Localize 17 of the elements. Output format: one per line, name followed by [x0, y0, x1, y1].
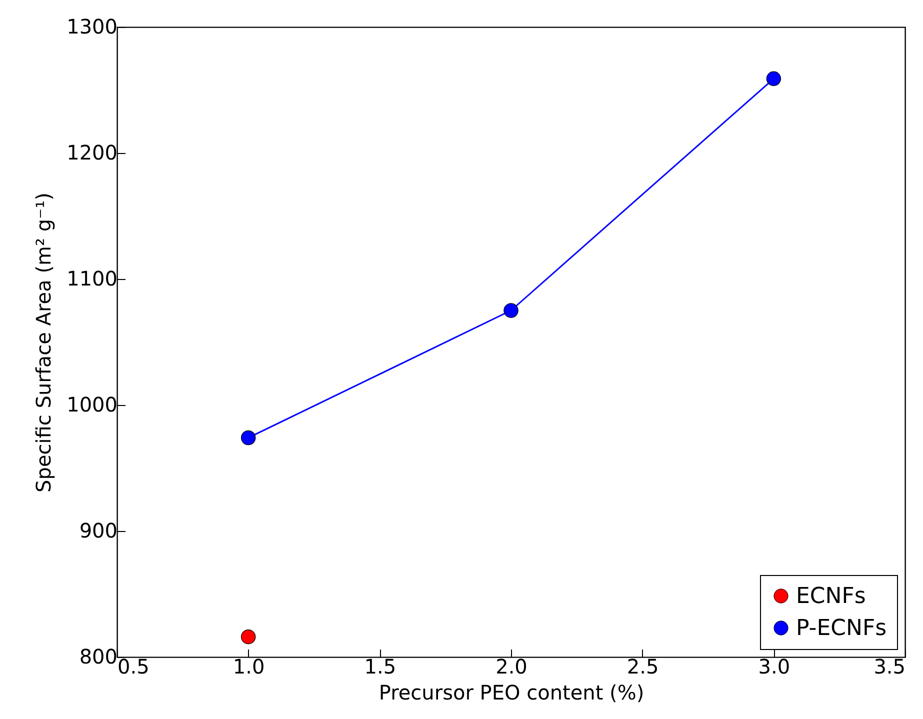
y-tick-label: 1100 [66, 266, 118, 290]
x-axis-title: Precursor PEO content (%) [378, 680, 644, 704]
legend-label: ECNFs [796, 584, 866, 609]
x-tick-label: 1.0 [232, 654, 265, 678]
y-tick-label: 1200 [66, 140, 118, 164]
y-tick-label: 1000 [66, 392, 118, 416]
y-axis-title: Specific Surface Area (m² g⁻¹) [32, 192, 56, 492]
y-tick-label: 800 [79, 644, 118, 668]
x-tick-label: 3.5 [874, 654, 906, 678]
y-tick-label: 900 [79, 518, 118, 542]
y-tick-label: 1300 [66, 14, 118, 38]
x-tick-label: 2.5 [626, 654, 659, 678]
x-tick-label: 2.0 [496, 654, 528, 678]
legend-label: P-ECNFs [796, 616, 887, 641]
x-tick-label: 1.5 [364, 654, 396, 678]
x-tick-label: 0.5 [118, 654, 150, 678]
x-tick-label: 3.0 [758, 654, 790, 678]
